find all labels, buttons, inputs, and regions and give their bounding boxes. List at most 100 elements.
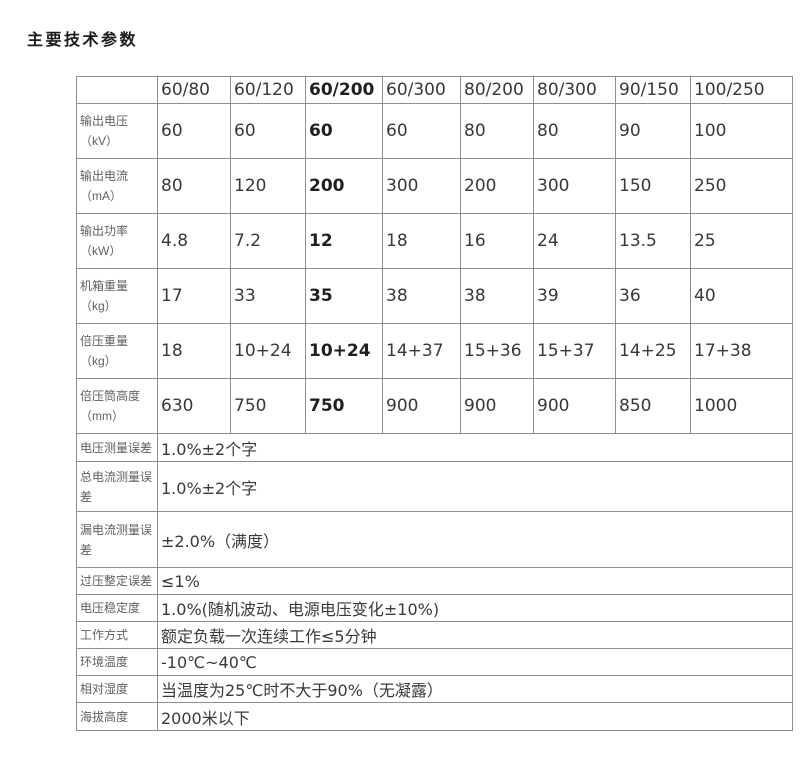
spec-row: 工作方式 额定负载一次连续工作≤5分钟: [76, 621, 793, 649]
spec-row: 相对湿度 当温度为25℃时不大于90%（无凝露）: [76, 675, 793, 703]
param-value-cell: 36: [615, 268, 691, 324]
spec-value-cell: ±2.0%（满度）: [157, 511, 793, 568]
param-value-cell: 60: [230, 103, 306, 159]
param-value-cell: 850: [615, 378, 691, 434]
spec-value-cell: ≤1%: [157, 567, 793, 595]
param-value-cell: 10+24: [305, 323, 383, 379]
model-header-cell: 60/80: [157, 76, 231, 104]
param-row: 输出功率 （kW） 4.8 7.2 12 18 16 24 13.5 25: [76, 213, 793, 269]
param-value-cell: 18: [382, 213, 461, 269]
spec-value-cell: 1.0%±2个字: [157, 461, 793, 512]
param-value-cell: 630: [157, 378, 231, 434]
spec-row: 漏电流测量误差 ±2.0%（满度）: [76, 511, 793, 568]
param-label: 输出电流: [80, 169, 129, 183]
param-label: 输出电压: [80, 114, 129, 128]
param-value-cell: 80: [460, 103, 534, 159]
spec-label-cell: 漏电流测量误差: [76, 511, 158, 568]
param-value-cell: 40: [690, 268, 793, 324]
param-value-cell: 13.5: [615, 213, 691, 269]
model-header-cell: 60/120: [230, 76, 306, 104]
param-row: 倍压重量 （kg） 18 10+24 10+24 14+37 15+36 15+37 14+25…: [76, 323, 793, 379]
table-header-row: 60/80 60/120 60/200 60/300 80/200 80/300 90/15…: [76, 76, 793, 104]
param-value-cell: 300: [382, 158, 461, 214]
param-unit: （kW）: [80, 244, 122, 258]
spec-value-cell: -10℃~40℃: [157, 648, 793, 676]
param-value-cell: 17+38: [690, 323, 793, 379]
param-value-cell: 80: [533, 103, 616, 159]
model-header-cell: 90/150: [615, 76, 691, 104]
spec-row: 过压整定误差 ≤1%: [76, 567, 793, 595]
param-value-cell: 18: [157, 323, 231, 379]
spec-row: 电压测量误差 1.0%±2个字: [76, 433, 793, 462]
param-label-cell: 机箱重量 （kg）: [76, 268, 158, 324]
spec-row: 环境温度 -10℃~40℃: [76, 648, 793, 676]
param-label-cell: 输出电压 （kV）: [76, 103, 158, 159]
param-unit: （kg）: [80, 354, 117, 368]
spec-row: 电压稳定度 1.0%(随机波动、电源电压变化±10%): [76, 594, 793, 622]
param-value-cell: 120: [230, 158, 306, 214]
spec-value-cell: 额定负载一次连续工作≤5分钟: [157, 621, 793, 649]
param-row: 机箱重量 （kg） 17 33 35 38 38 39 36 40: [76, 268, 793, 324]
param-value-cell: 14+37: [382, 323, 461, 379]
spec-label-cell: 总电流测量误差: [76, 461, 158, 512]
param-value-cell: 25: [690, 213, 793, 269]
param-value-cell: 1000: [690, 378, 793, 434]
param-label: 输出功率: [80, 224, 129, 238]
param-value-cell: 10+24: [230, 323, 306, 379]
param-value-cell: 16: [460, 213, 534, 269]
param-value-cell: 60: [157, 103, 231, 159]
param-unit: （mm）: [80, 409, 124, 423]
param-value-cell: 750: [305, 378, 383, 434]
param-value-cell: 33: [230, 268, 306, 324]
param-value-cell: 15+37: [533, 323, 616, 379]
spec-label-cell: 过压整定误差: [76, 567, 158, 595]
model-header-cell: 80/200: [460, 76, 534, 104]
param-unit: （mA）: [80, 189, 123, 203]
param-value-cell: 4.8: [157, 213, 231, 269]
param-value-cell: 300: [533, 158, 616, 214]
model-header-cell: 80/300: [533, 76, 616, 104]
param-value-cell: 200: [305, 158, 383, 214]
param-row: 输出电流 （mA） 80 120 200 300 200 300 150 250: [76, 158, 793, 214]
spec-label-cell: 工作方式: [76, 621, 158, 649]
param-value-cell: 15+36: [460, 323, 534, 379]
param-value-cell: 39: [533, 268, 616, 324]
param-unit: （kg）: [80, 299, 117, 313]
spec-label-cell: 电压测量误差: [76, 433, 158, 462]
param-value-cell: 14+25: [615, 323, 691, 379]
param-label: 倍压重量: [80, 334, 129, 348]
param-value-cell: 250: [690, 158, 793, 214]
param-value-cell: 38: [382, 268, 461, 324]
param-value-cell: 35: [305, 268, 383, 324]
param-value-cell: 900: [382, 378, 461, 434]
model-header-cell: 60/300: [382, 76, 461, 104]
spec-label-cell: 相对湿度: [76, 675, 158, 703]
param-row: 倍压筒高度 （mm） 630 750 750 900 900 900 850 1000: [76, 378, 793, 434]
param-value-cell: 24: [533, 213, 616, 269]
param-label-cell: 倍压筒高度 （mm）: [76, 378, 158, 434]
param-label-cell: 倍压重量 （kg）: [76, 323, 158, 379]
table-body: 60/80 60/120 60/200 60/300 80/200 80/300 90/15…: [76, 76, 793, 731]
page-title: 主要技术参数: [27, 32, 139, 49]
model-header-cell: 60/200: [305, 76, 383, 104]
spec-label-cell: 电压稳定度: [76, 594, 158, 622]
spec-row: 总电流测量误差 1.0%±2个字: [76, 461, 793, 512]
param-label-cell: 输出电流 （mA）: [76, 158, 158, 214]
technical-specs-table: 60/80 60/120 60/200 60/300 80/200 80/300 90/15…: [76, 76, 793, 731]
param-value-cell: 90: [615, 103, 691, 159]
param-value-cell: 60: [382, 103, 461, 159]
param-value-cell: 200: [460, 158, 534, 214]
param-value-cell: 750: [230, 378, 306, 434]
spec-row: 海拔高度 2000米以下: [76, 702, 793, 731]
param-value-cell: 12: [305, 213, 383, 269]
param-value-cell: 150: [615, 158, 691, 214]
spec-value-cell: 2000米以下: [157, 702, 793, 731]
param-value-cell: 17: [157, 268, 231, 324]
param-label: 机箱重量: [80, 279, 129, 293]
param-value-cell: 80: [157, 158, 231, 214]
param-label-cell: 输出功率 （kW）: [76, 213, 158, 269]
model-header-cell: 100/250: [690, 76, 793, 104]
param-unit: （kV）: [80, 134, 119, 148]
param-row: 输出电压 （kV） 60 60 60 60 80 80 90 100: [76, 103, 793, 159]
corner-cell: [76, 76, 158, 104]
